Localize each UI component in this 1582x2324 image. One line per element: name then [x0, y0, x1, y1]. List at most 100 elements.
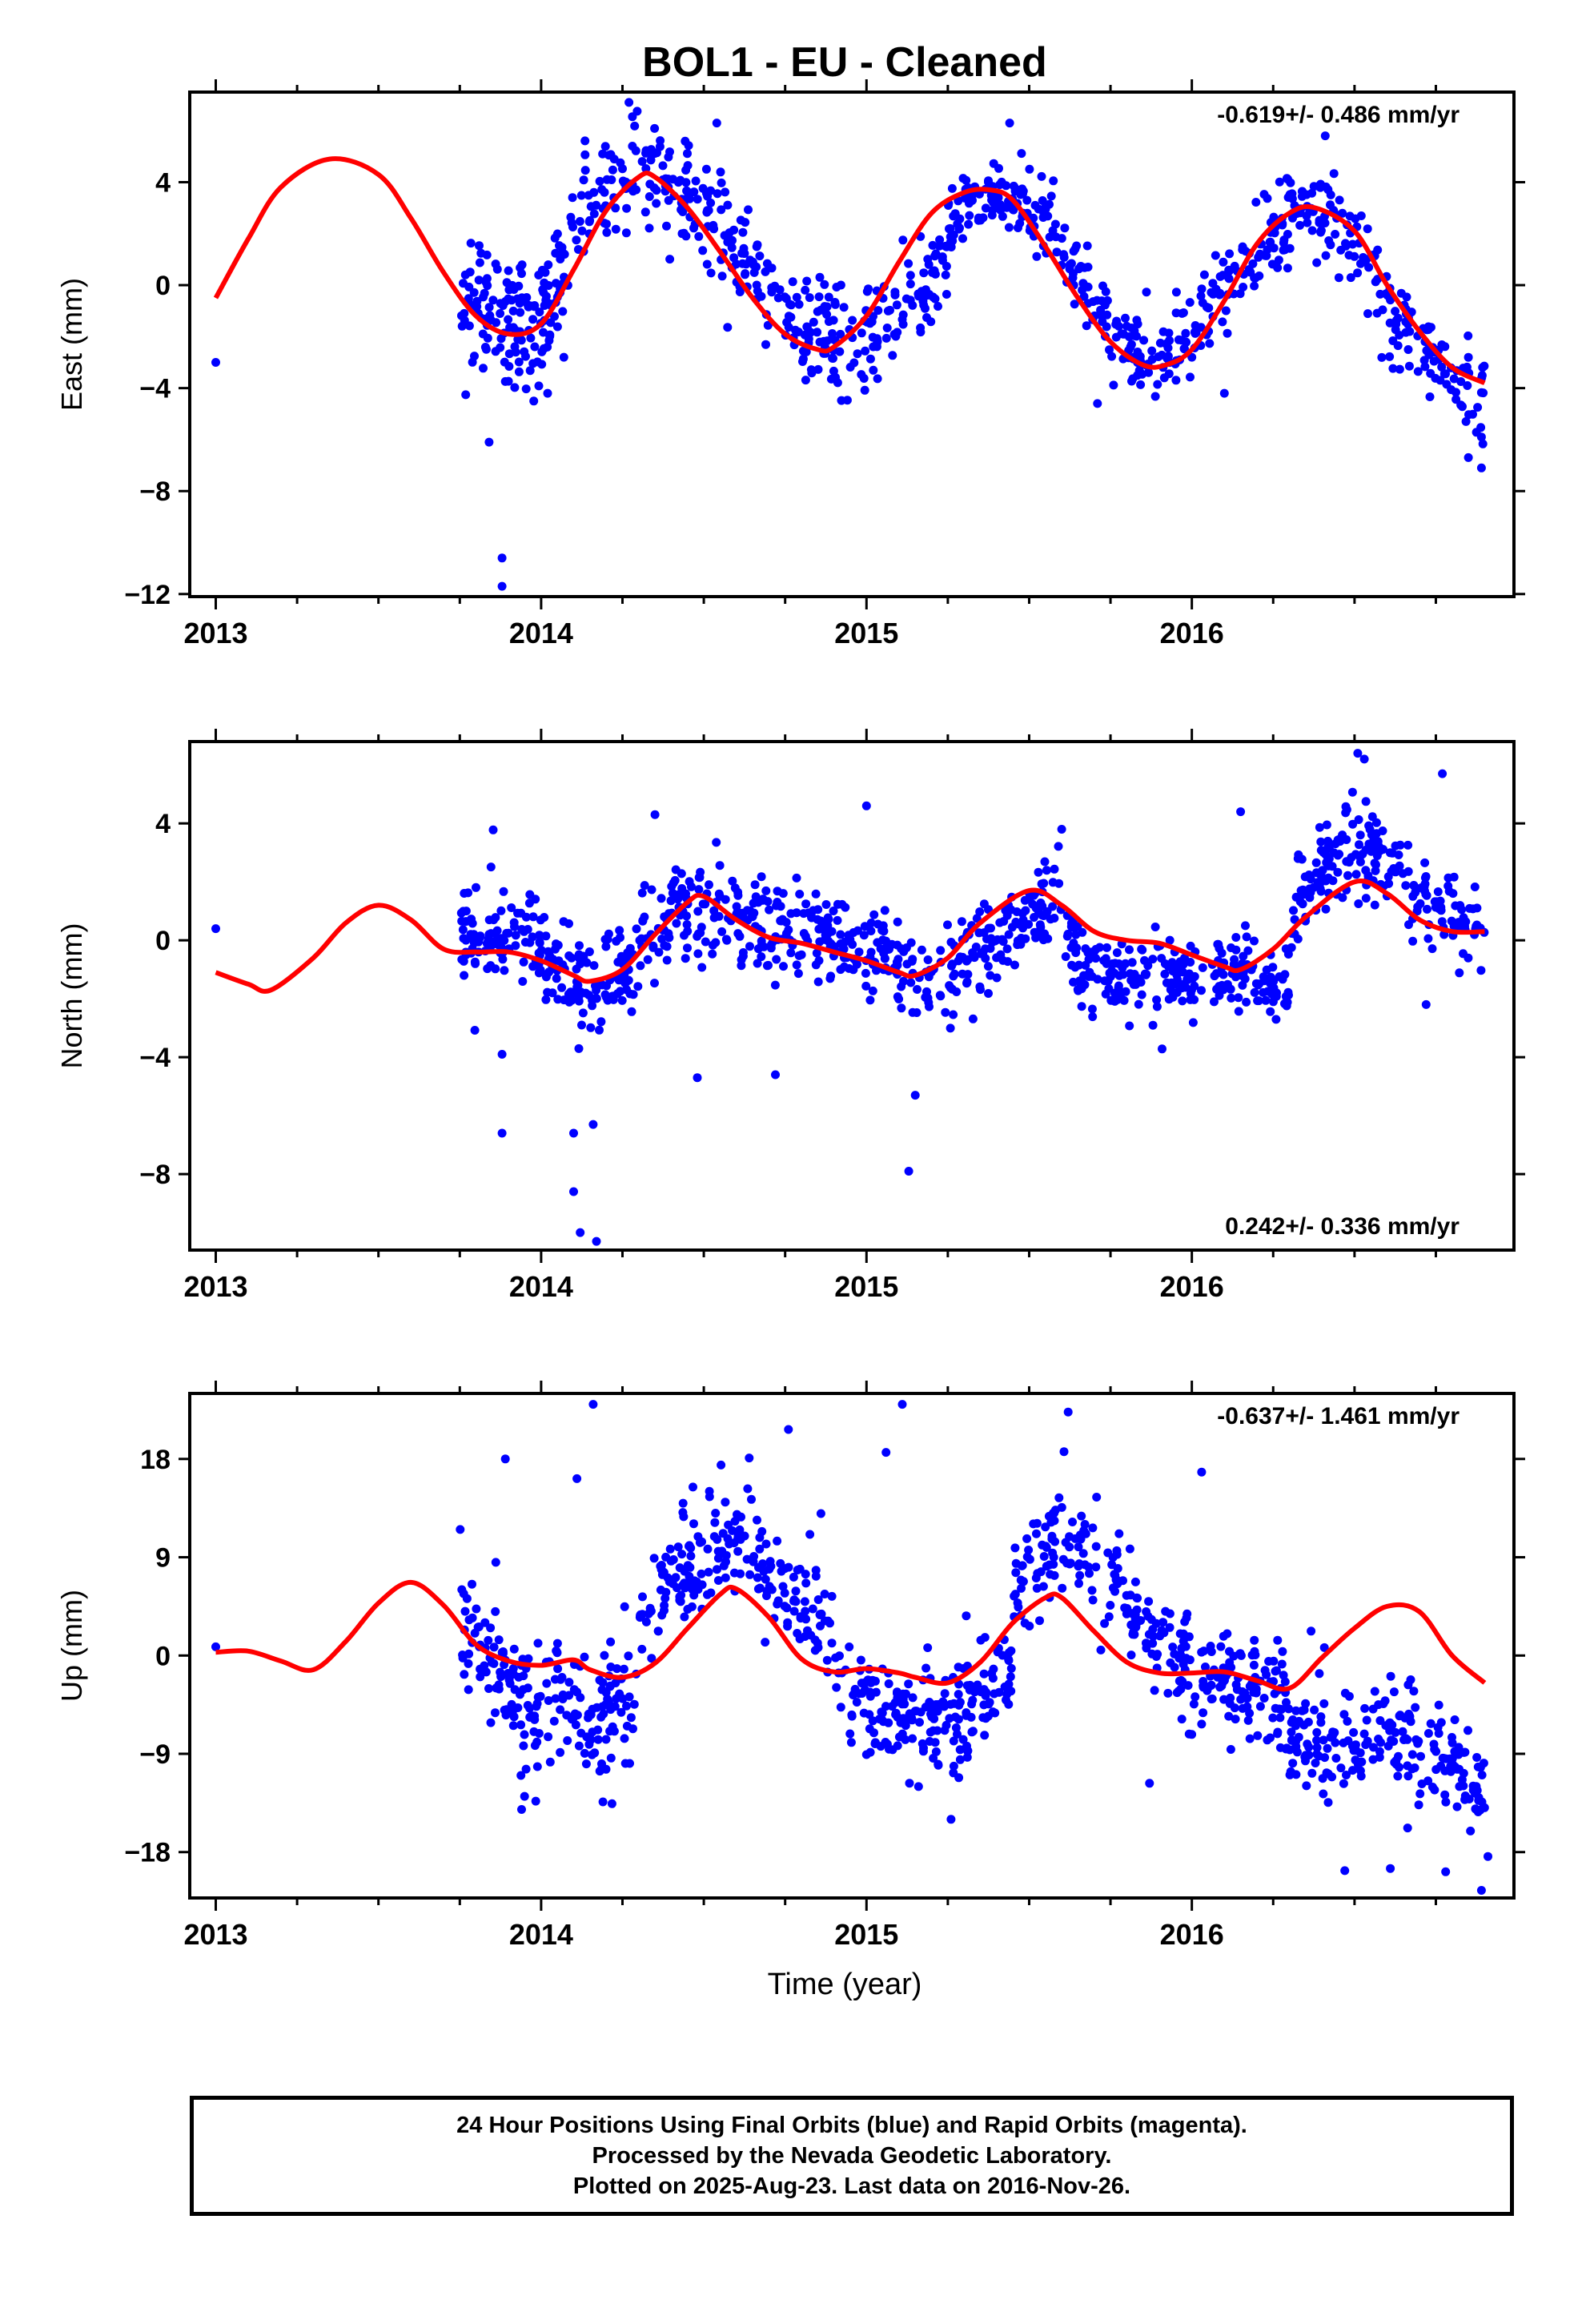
data-point — [835, 347, 845, 356]
data-point — [813, 1595, 823, 1604]
data-point — [1378, 305, 1387, 315]
data-point — [600, 142, 610, 151]
data-point — [1275, 1713, 1285, 1723]
data-point — [1322, 820, 1331, 830]
data-point — [1165, 1622, 1174, 1632]
data-point — [1084, 955, 1094, 964]
data-point — [1070, 1534, 1080, 1543]
data-point — [963, 1747, 973, 1756]
data-point — [1004, 930, 1014, 939]
data-point — [1370, 900, 1379, 910]
data-point — [671, 1573, 681, 1582]
data-point — [1226, 1745, 1235, 1754]
data-point — [1016, 1575, 1026, 1585]
data-point — [706, 198, 716, 207]
data-point — [1349, 1727, 1359, 1737]
data-point — [586, 1710, 596, 1719]
data-point — [683, 943, 692, 953]
data-point — [908, 1734, 917, 1743]
data-point — [1235, 289, 1245, 299]
data-point — [822, 310, 832, 320]
data-point — [643, 955, 652, 964]
data-point — [697, 923, 706, 932]
data-point — [1010, 187, 1020, 196]
data-point — [908, 1007, 917, 1017]
data-point — [628, 1724, 637, 1734]
data-point — [773, 898, 782, 907]
x-tick-label: 2015 — [834, 1270, 898, 1303]
data-point — [949, 1761, 958, 1771]
data-point — [1403, 866, 1413, 876]
data-point — [518, 977, 528, 986]
data-point — [1271, 1015, 1281, 1024]
data-point — [1096, 1645, 1106, 1655]
data-point — [491, 1708, 500, 1718]
data-point — [1409, 1687, 1419, 1696]
data-point — [494, 1635, 504, 1645]
data-point — [801, 899, 811, 909]
data-point — [1133, 1594, 1142, 1603]
data-point — [598, 1678, 608, 1687]
data-point — [516, 308, 525, 317]
data-point — [682, 920, 692, 929]
data-point — [908, 1693, 917, 1703]
data-point — [459, 279, 468, 288]
data-point — [1472, 903, 1482, 913]
data-point — [593, 1735, 603, 1744]
data-point — [1425, 392, 1435, 401]
data-point — [552, 939, 560, 949]
data-point — [915, 1718, 924, 1727]
data-point — [1311, 868, 1321, 878]
data-point — [1250, 1635, 1259, 1645]
data-point — [1476, 1763, 1485, 1772]
data-point — [508, 1664, 518, 1673]
data-point — [996, 203, 1006, 213]
data-point — [1331, 1754, 1341, 1763]
data-point — [1347, 787, 1357, 797]
data-point — [575, 941, 584, 951]
data-point — [486, 1623, 496, 1633]
data-point — [1323, 873, 1333, 883]
data-point — [650, 810, 660, 819]
data-point — [519, 1741, 528, 1751]
data-point — [1110, 1586, 1120, 1596]
data-point — [823, 1616, 833, 1626]
data-point — [759, 1566, 769, 1576]
data-point — [1273, 1727, 1283, 1737]
data-point — [544, 281, 553, 290]
data-point — [497, 553, 507, 563]
data-point — [568, 1713, 578, 1723]
data-point — [1140, 955, 1149, 965]
data-point — [602, 993, 612, 1003]
data-point — [1303, 1739, 1312, 1749]
data-point — [1421, 999, 1431, 1009]
data-point — [1236, 807, 1246, 817]
data-point — [500, 376, 510, 386]
data-point — [621, 228, 631, 238]
y-tick-label: −12 — [124, 580, 171, 610]
footer-line-processed-by: Processed by the Nevada Geodetic Laborat… — [592, 2143, 1112, 2169]
data-point — [904, 1167, 913, 1176]
data-point — [508, 1707, 517, 1716]
data-point — [1071, 948, 1081, 958]
data-point — [1017, 934, 1026, 943]
data-point — [1057, 1502, 1066, 1512]
data-point — [1253, 1731, 1263, 1740]
data-point — [521, 384, 531, 394]
data-point — [1312, 1735, 1321, 1745]
data-point — [1234, 1007, 1243, 1016]
data-point — [1126, 340, 1136, 349]
data-point — [211, 358, 220, 367]
data-point — [1340, 1866, 1350, 1876]
data-point — [1287, 1735, 1296, 1745]
data-point — [459, 934, 468, 943]
data-point — [1307, 188, 1317, 198]
data-point — [876, 944, 885, 954]
data-point — [761, 886, 771, 895]
data-point — [1034, 204, 1043, 214]
data-point — [497, 1050, 507, 1059]
data-point — [883, 306, 893, 316]
data-point — [1093, 399, 1102, 408]
data-point — [1431, 373, 1440, 383]
data-point — [923, 1643, 933, 1652]
